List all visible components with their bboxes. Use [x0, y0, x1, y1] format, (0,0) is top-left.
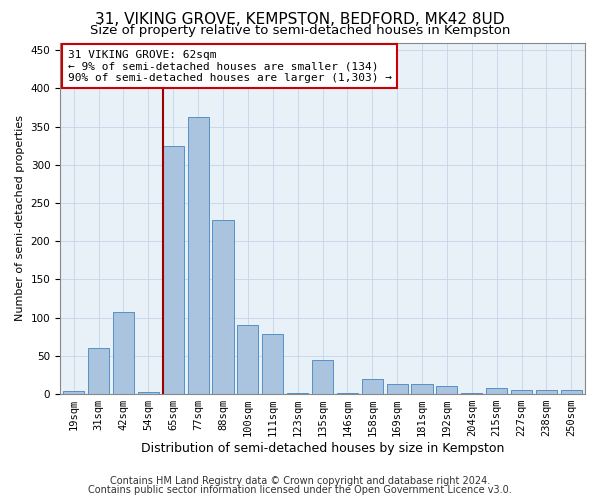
- Bar: [188, 118, 209, 394]
- Bar: [386, 384, 408, 394]
- Bar: [436, 386, 457, 394]
- Bar: [63, 391, 84, 394]
- Bar: [287, 392, 308, 394]
- X-axis label: Distribution of semi-detached houses by size in Kempston: Distribution of semi-detached houses by …: [141, 442, 504, 455]
- Text: Size of property relative to semi-detached houses in Kempston: Size of property relative to semi-detach…: [90, 24, 510, 37]
- Bar: [511, 390, 532, 394]
- Y-axis label: Number of semi-detached properties: Number of semi-detached properties: [15, 116, 25, 322]
- Text: 31, VIKING GROVE, KEMPSTON, BEDFORD, MK42 8UD: 31, VIKING GROVE, KEMPSTON, BEDFORD, MK4…: [95, 12, 505, 28]
- Bar: [88, 348, 109, 394]
- Bar: [486, 388, 507, 394]
- Bar: [163, 146, 184, 394]
- Text: 31 VIKING GROVE: 62sqm
← 9% of semi-detached houses are smaller (134)
90% of sem: 31 VIKING GROVE: 62sqm ← 9% of semi-deta…: [68, 50, 392, 82]
- Text: Contains public sector information licensed under the Open Government Licence v3: Contains public sector information licen…: [88, 485, 512, 495]
- Bar: [337, 392, 358, 394]
- Bar: [262, 334, 283, 394]
- Bar: [113, 312, 134, 394]
- Bar: [561, 390, 582, 394]
- Bar: [536, 390, 557, 394]
- Bar: [362, 379, 383, 394]
- Text: Contains HM Land Registry data © Crown copyright and database right 2024.: Contains HM Land Registry data © Crown c…: [110, 476, 490, 486]
- Bar: [212, 220, 233, 394]
- Bar: [461, 392, 482, 394]
- Bar: [138, 392, 159, 394]
- Bar: [237, 326, 259, 394]
- Bar: [412, 384, 433, 394]
- Bar: [312, 360, 333, 394]
